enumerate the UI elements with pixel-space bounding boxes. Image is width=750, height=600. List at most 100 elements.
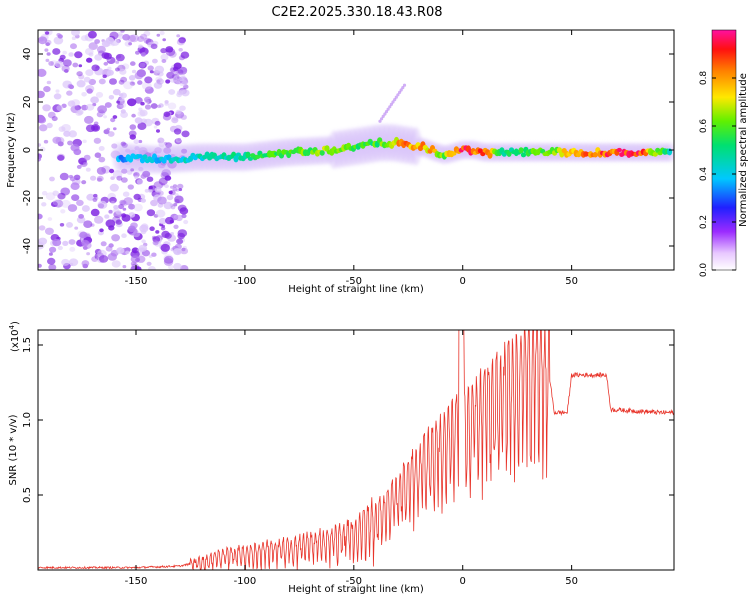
noise-dot xyxy=(46,80,52,85)
noise-dot xyxy=(178,79,188,87)
noise-dot xyxy=(96,45,106,54)
noise-dot xyxy=(85,69,94,76)
noise-dot xyxy=(67,100,76,107)
colorbar-tick-label: 0.6 xyxy=(699,119,709,134)
noise-dot xyxy=(172,187,178,192)
noise-dot xyxy=(130,81,136,86)
noise-dot xyxy=(70,182,80,190)
noise-dot xyxy=(92,197,98,202)
noise-dot xyxy=(171,117,179,124)
noise-dot xyxy=(143,30,151,37)
ridge-streak-dot xyxy=(378,119,382,123)
noise-dot xyxy=(165,216,174,225)
noise-dot xyxy=(146,176,154,182)
ridge-streak-dot xyxy=(383,112,387,116)
noise-dot xyxy=(116,103,124,110)
noise-dot xyxy=(49,246,57,253)
noise-dot xyxy=(157,104,161,109)
noise-dot xyxy=(82,139,87,144)
noise-dot xyxy=(104,102,112,108)
noise-dot xyxy=(52,136,62,144)
noise-dot xyxy=(109,196,117,204)
ridge-streak-dot xyxy=(401,86,405,90)
noise-dot xyxy=(61,124,71,132)
y-tick-label: 0.5 xyxy=(22,487,33,503)
noise-dot xyxy=(167,102,177,110)
y-tick-label: -40 xyxy=(22,238,33,254)
ridge-point xyxy=(592,151,599,158)
noise-dot xyxy=(135,97,142,103)
noise-dot xyxy=(110,200,115,205)
noise-dot xyxy=(84,115,94,124)
noise-dot xyxy=(136,179,144,185)
noise-dot xyxy=(109,183,119,192)
noise-dot xyxy=(134,117,143,124)
ridge-streak-dot xyxy=(381,114,385,118)
noise-dot xyxy=(46,122,53,129)
ridge-point xyxy=(245,151,251,159)
noise-dot xyxy=(146,209,156,217)
noise-dot xyxy=(165,46,174,53)
noise-dot xyxy=(164,184,169,189)
x-tick-label: -100 xyxy=(234,576,257,587)
noise-dot xyxy=(87,30,97,39)
noise-dot xyxy=(85,48,94,56)
ridge-point xyxy=(255,154,261,159)
noise-dot xyxy=(151,252,157,257)
colorbar-tick-label: 0.8 xyxy=(699,71,709,86)
noise-dot xyxy=(70,143,80,152)
noise-dot xyxy=(46,52,51,56)
noise-dot xyxy=(43,139,49,144)
noise-dot xyxy=(97,105,107,114)
noise-dot xyxy=(140,52,146,57)
noise-dot xyxy=(121,213,127,218)
y-tick-label: 0 xyxy=(22,147,33,153)
colorbar-tick-label: 0.2 xyxy=(699,215,709,229)
noise-dot xyxy=(57,154,65,161)
noise-dot xyxy=(128,203,136,210)
noise-dot xyxy=(62,50,67,55)
noise-dot xyxy=(117,32,123,37)
noise-dot xyxy=(176,80,180,85)
snr-scale-prefix: (x10 xyxy=(10,329,21,352)
noise-dot xyxy=(148,189,153,193)
noise-dot xyxy=(155,209,166,218)
noise-dot xyxy=(83,162,87,166)
noise-dot xyxy=(159,30,165,36)
noise-dot xyxy=(41,202,47,207)
noise-dot xyxy=(110,176,115,181)
noise-dot xyxy=(45,42,50,47)
noise-dot xyxy=(41,190,48,196)
noise-dot xyxy=(154,120,161,126)
noise-dot xyxy=(133,193,141,200)
noise-dot xyxy=(96,167,106,175)
noise-dot xyxy=(85,167,91,172)
noise-dot xyxy=(109,78,117,85)
noise-dot xyxy=(101,40,110,48)
spectrogram-y-ticks: -40 -20 0 20 40 xyxy=(22,48,674,254)
colorbar-label: Normalized spectral amplitude xyxy=(738,73,749,227)
noise-dot xyxy=(149,70,154,74)
noise-dot xyxy=(134,175,139,180)
noise-dot xyxy=(164,175,172,181)
noise-dot xyxy=(105,219,116,228)
noise-dot xyxy=(83,220,93,228)
noise-dot xyxy=(38,225,46,231)
noise-dot xyxy=(66,90,73,96)
noise-dot xyxy=(48,61,54,66)
noise-dot xyxy=(103,61,109,66)
noise-dot xyxy=(90,96,99,104)
snr-scale-label: (x104) xyxy=(8,321,21,352)
noise-dot xyxy=(181,247,186,252)
noise-dot xyxy=(173,66,179,72)
x-tick-label: -50 xyxy=(346,576,362,587)
noise-dot xyxy=(148,266,156,270)
noise-dot xyxy=(151,235,157,240)
noise-dot xyxy=(144,86,154,94)
noise-dot xyxy=(52,238,62,247)
noise-dot xyxy=(76,199,84,206)
x-tick-label: -150 xyxy=(125,576,148,587)
noise-dot xyxy=(81,205,90,212)
ridge-streak-dot xyxy=(399,88,403,92)
noise-dot xyxy=(175,73,186,82)
